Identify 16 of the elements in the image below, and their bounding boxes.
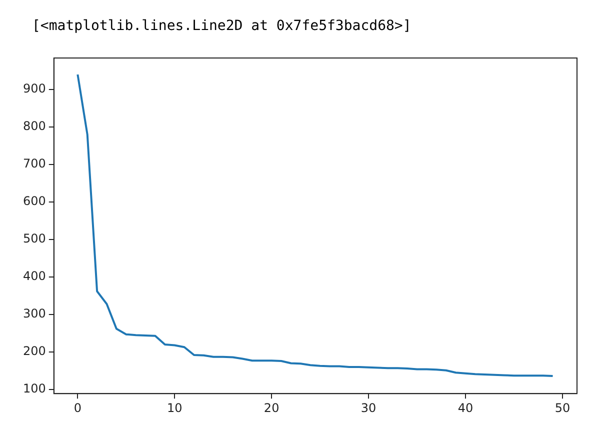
y-tick-label: 500 xyxy=(23,232,46,246)
y-tick-label: 200 xyxy=(23,344,46,358)
x-tick-label: 20 xyxy=(264,400,280,415)
y-tick-label: 600 xyxy=(23,194,46,208)
x-tick-label: 10 xyxy=(166,400,182,415)
y-tick-label: 900 xyxy=(23,82,46,96)
y-tick-label: 800 xyxy=(23,119,46,134)
y-tick-label: 100 xyxy=(23,382,46,396)
x-tick-label: 0 xyxy=(74,400,82,415)
x-tick-label: 30 xyxy=(360,400,376,415)
x-tick-label: 40 xyxy=(458,400,474,415)
y-tick-label: 300 xyxy=(23,306,46,321)
y-tick-label: 700 xyxy=(23,156,46,171)
x-tick-label: 50 xyxy=(554,400,570,415)
y-tick-label: 400 xyxy=(23,269,46,284)
text: [<matplotlib.lines.Line2D at 0x7fe5f3bacd68>] xyxy=(32,17,412,36)
